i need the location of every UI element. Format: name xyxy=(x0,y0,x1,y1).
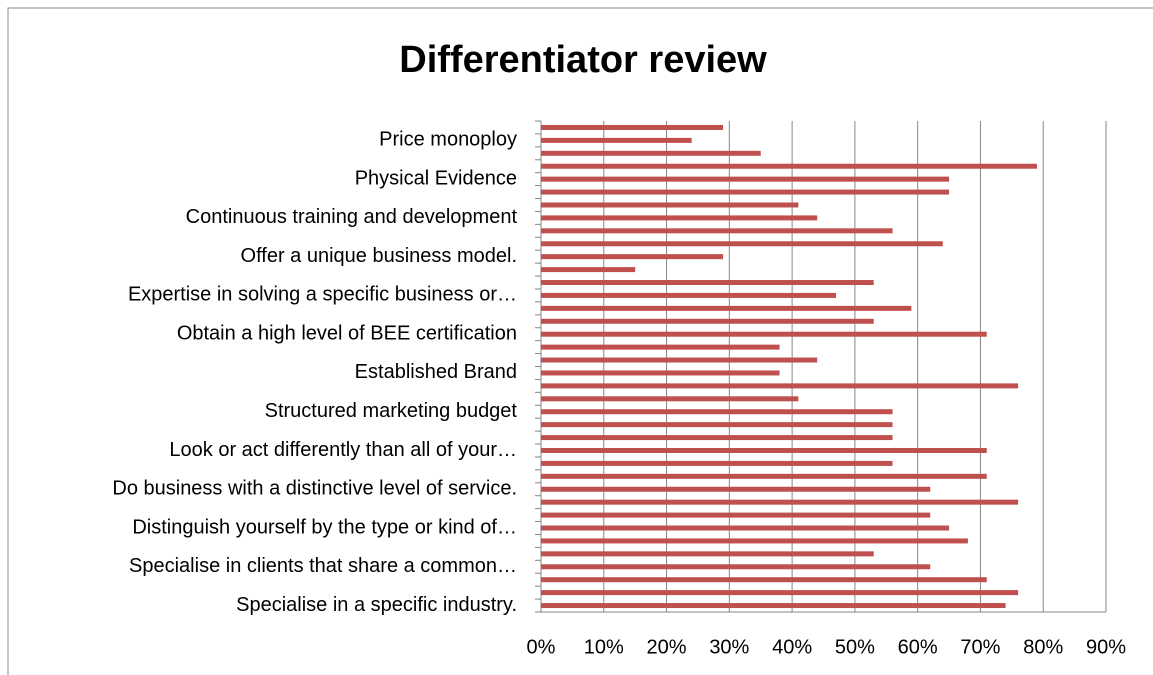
x-tick-label: 80% xyxy=(1023,636,1063,658)
bar xyxy=(541,357,818,363)
x-tick-label: 60% xyxy=(898,636,938,658)
bar xyxy=(541,551,874,557)
bar xyxy=(541,577,987,583)
bar xyxy=(541,137,692,143)
bar xyxy=(541,267,636,273)
bar xyxy=(541,215,818,221)
bar xyxy=(541,538,968,544)
x-tick-label: 20% xyxy=(647,636,687,658)
bar xyxy=(541,447,987,453)
y-tick-label: Continuous training and development xyxy=(186,206,518,228)
y-tick-label: Expertise in solving a specific business… xyxy=(128,284,517,306)
bar xyxy=(541,409,893,415)
y-tick-label: Structured marketing budget xyxy=(265,400,518,422)
x-tick-label: 40% xyxy=(772,636,812,658)
bar xyxy=(541,228,893,234)
bar xyxy=(541,512,931,518)
bar xyxy=(541,525,950,531)
x-tick-label: 10% xyxy=(584,636,624,658)
x-tick-label: 30% xyxy=(709,636,749,658)
chart-title: Differentiator review xyxy=(399,39,767,81)
y-tick-label: Specialise in a specific industry. xyxy=(236,594,517,616)
x-tick-label: 90% xyxy=(1086,636,1126,658)
bar xyxy=(541,189,950,195)
bar xyxy=(541,305,912,311)
chart-border xyxy=(7,7,1153,675)
y-tick-label: Distinguish yourself by the type or kind… xyxy=(132,516,517,538)
bar xyxy=(541,124,724,130)
bar xyxy=(541,318,874,324)
y-tick-label: Offer a unique business model. xyxy=(241,245,517,267)
bar xyxy=(541,344,780,350)
y-tick-label: Obtain a high level of BEE certification xyxy=(177,322,517,344)
bar xyxy=(541,150,761,156)
bar xyxy=(541,163,1037,169)
bar xyxy=(541,590,1019,596)
y-tick-label: Look or act differently than all of your… xyxy=(169,439,517,461)
x-tick-label: 70% xyxy=(960,636,1000,658)
bar xyxy=(541,396,799,402)
bar xyxy=(541,176,950,182)
y-tick-label: Price monoploy xyxy=(379,129,517,151)
y-tick-label: Physical Evidence xyxy=(355,167,517,189)
bar xyxy=(541,499,1019,505)
bar xyxy=(541,486,931,492)
bar xyxy=(541,331,987,337)
bar xyxy=(541,370,780,376)
bar xyxy=(541,383,1019,389)
bar xyxy=(541,435,893,441)
bar xyxy=(541,241,943,247)
bar xyxy=(541,564,931,570)
bar xyxy=(541,473,987,479)
y-tick-label: Do business with a distinctive level of … xyxy=(112,478,517,500)
x-tick-label: 0% xyxy=(527,636,556,658)
bar xyxy=(541,292,837,298)
bar xyxy=(541,422,893,428)
y-tick-label: Specialise in clients that share a commo… xyxy=(129,555,517,577)
x-tick-label: 50% xyxy=(835,636,875,658)
bar xyxy=(541,254,724,260)
bar xyxy=(541,202,799,208)
bar xyxy=(541,460,893,466)
y-tick-label: Established Brand xyxy=(355,361,517,383)
bar xyxy=(541,280,874,286)
bar xyxy=(541,603,1006,609)
